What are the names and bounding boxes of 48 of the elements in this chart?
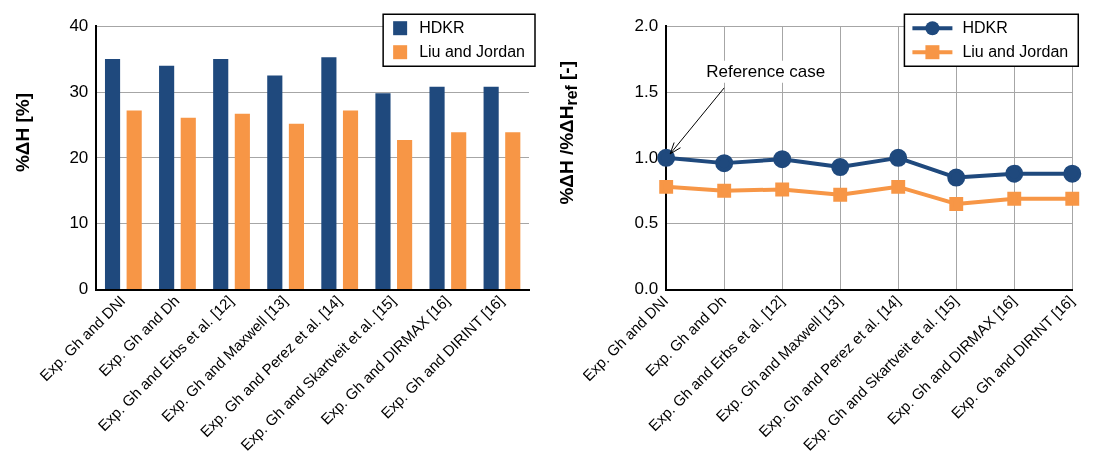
bar bbox=[234, 113, 250, 290]
point bbox=[891, 179, 906, 194]
legend-label: Liu and Jordan bbox=[419, 42, 525, 60]
bar bbox=[451, 132, 467, 290]
y-tick-label: 20 bbox=[69, 147, 89, 167]
bar bbox=[342, 110, 359, 290]
y-tick-label: 0.5 bbox=[634, 213, 659, 233]
legend-label: Liu and Jordan bbox=[962, 42, 1069, 60]
legend-label: HDKR bbox=[419, 18, 465, 36]
point bbox=[833, 187, 848, 202]
bar bbox=[213, 59, 229, 290]
point bbox=[773, 150, 792, 169]
bar bbox=[375, 93, 391, 290]
legend-label: HDKR bbox=[962, 18, 1008, 36]
point bbox=[1063, 164, 1082, 183]
point bbox=[717, 183, 732, 198]
y-tick-label: 30 bbox=[69, 81, 89, 101]
y-tick-label: 0.0 bbox=[634, 279, 659, 299]
point bbox=[657, 148, 676, 167]
point bbox=[1005, 164, 1024, 183]
y-tick-label: 0 bbox=[78, 279, 89, 299]
y-tick-label: 1.0 bbox=[634, 147, 659, 167]
point bbox=[889, 148, 908, 167]
y-axis-title: %ΔH [%] bbox=[12, 93, 34, 173]
y-tick-label: 2.0 bbox=[634, 15, 659, 35]
point bbox=[1007, 191, 1022, 206]
y-tick-label: 40 bbox=[69, 15, 89, 35]
bar bbox=[288, 123, 304, 290]
bar bbox=[483, 86, 499, 290]
y-tick-label: 10 bbox=[69, 213, 89, 233]
point bbox=[949, 196, 964, 211]
point bbox=[1065, 191, 1080, 206]
point bbox=[775, 182, 790, 197]
point bbox=[659, 179, 674, 194]
point bbox=[715, 154, 734, 173]
bar bbox=[126, 110, 142, 290]
bar bbox=[429, 86, 445, 290]
bar bbox=[321, 57, 337, 290]
bar bbox=[505, 132, 521, 290]
y-tick-label: 1.5 bbox=[634, 81, 659, 101]
bar bbox=[267, 75, 283, 290]
point bbox=[831, 158, 850, 177]
bar bbox=[180, 117, 196, 290]
annotation: Reference case bbox=[706, 61, 826, 81]
bar bbox=[159, 65, 175, 290]
bar bbox=[104, 59, 121, 290]
point bbox=[947, 168, 966, 187]
bar bbox=[397, 140, 413, 290]
